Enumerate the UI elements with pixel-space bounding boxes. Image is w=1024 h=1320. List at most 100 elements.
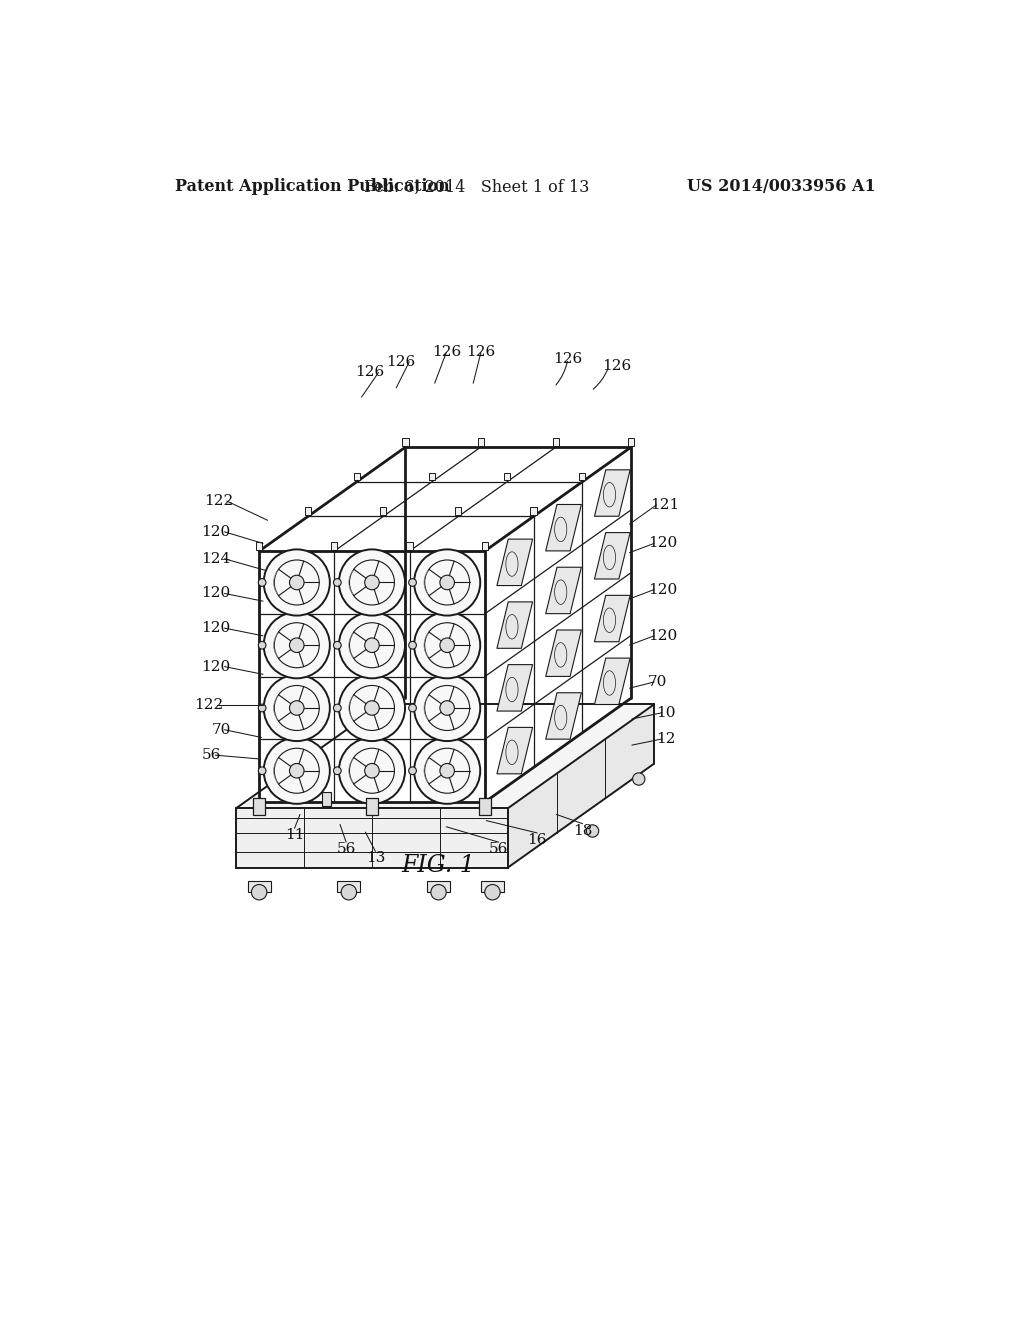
Circle shape — [263, 549, 330, 615]
Circle shape — [339, 675, 406, 741]
Text: Feb. 6, 2014   Sheet 1 of 13: Feb. 6, 2014 Sheet 1 of 13 — [365, 178, 590, 195]
Circle shape — [587, 825, 599, 837]
Circle shape — [258, 578, 266, 586]
Circle shape — [440, 576, 455, 590]
Circle shape — [258, 767, 266, 775]
Text: FIG. 1: FIG. 1 — [401, 854, 475, 876]
Text: 120: 120 — [202, 660, 230, 673]
Circle shape — [334, 578, 341, 586]
Bar — [305, 507, 311, 515]
Circle shape — [440, 638, 455, 652]
Circle shape — [290, 701, 304, 715]
Bar — [402, 438, 409, 446]
Text: 18: 18 — [572, 824, 592, 838]
Circle shape — [440, 701, 455, 715]
Text: 126: 126 — [466, 346, 496, 359]
Text: 11: 11 — [285, 829, 304, 842]
Bar — [353, 473, 359, 480]
Text: 56: 56 — [488, 842, 508, 857]
Text: 124: 124 — [202, 552, 230, 566]
Text: 16: 16 — [527, 833, 547, 847]
Bar — [628, 438, 634, 446]
Circle shape — [365, 638, 379, 652]
Bar — [248, 880, 270, 892]
Bar — [481, 880, 504, 892]
Circle shape — [440, 763, 455, 777]
Text: 12: 12 — [655, 733, 675, 746]
Text: 56: 56 — [202, 748, 221, 762]
Polygon shape — [595, 470, 630, 516]
Bar — [456, 507, 462, 515]
Circle shape — [339, 612, 406, 678]
Bar — [337, 880, 360, 892]
Polygon shape — [497, 602, 532, 648]
Polygon shape — [237, 808, 508, 867]
Circle shape — [365, 763, 379, 777]
Polygon shape — [497, 539, 532, 586]
Text: 126: 126 — [553, 351, 583, 366]
Circle shape — [409, 642, 417, 649]
Polygon shape — [546, 504, 582, 550]
Circle shape — [414, 612, 480, 678]
Circle shape — [263, 738, 330, 804]
Text: 70: 70 — [211, 723, 230, 737]
Circle shape — [365, 576, 379, 590]
Bar — [580, 473, 586, 480]
Polygon shape — [259, 552, 484, 803]
Bar — [504, 473, 510, 480]
Bar — [427, 880, 451, 892]
Circle shape — [365, 701, 379, 715]
Circle shape — [252, 884, 267, 900]
Circle shape — [414, 549, 480, 615]
Polygon shape — [484, 447, 631, 803]
Circle shape — [409, 704, 417, 711]
Text: 120: 120 — [648, 628, 677, 643]
Polygon shape — [546, 630, 582, 676]
Text: 13: 13 — [366, 851, 385, 866]
Text: 70: 70 — [648, 675, 668, 689]
Circle shape — [414, 738, 480, 804]
Circle shape — [431, 884, 446, 900]
Bar — [553, 438, 559, 446]
Circle shape — [339, 738, 406, 804]
Text: 120: 120 — [648, 536, 677, 550]
Text: 56: 56 — [337, 842, 356, 857]
Text: 120: 120 — [648, 582, 677, 597]
Bar — [332, 541, 338, 549]
Polygon shape — [595, 532, 630, 579]
Bar — [380, 507, 386, 515]
Polygon shape — [546, 693, 582, 739]
Bar — [322, 792, 331, 807]
Text: 126: 126 — [602, 359, 632, 374]
Text: 126: 126 — [432, 346, 461, 359]
Circle shape — [409, 767, 417, 775]
Circle shape — [409, 578, 417, 586]
Text: 120: 120 — [202, 525, 230, 539]
Text: US 2014/0033956 A1: US 2014/0033956 A1 — [687, 178, 876, 195]
Circle shape — [290, 638, 304, 652]
Circle shape — [414, 675, 480, 741]
Bar — [256, 543, 262, 549]
Polygon shape — [595, 659, 630, 705]
Text: 126: 126 — [386, 355, 416, 368]
Bar — [253, 799, 265, 816]
Circle shape — [290, 576, 304, 590]
Circle shape — [334, 704, 341, 711]
Polygon shape — [259, 447, 631, 552]
Polygon shape — [237, 705, 654, 808]
Text: 122: 122 — [194, 698, 223, 711]
Text: 121: 121 — [650, 498, 680, 512]
Text: 120: 120 — [202, 622, 230, 635]
Circle shape — [263, 675, 330, 741]
Bar — [481, 543, 487, 549]
Bar — [457, 776, 466, 791]
Circle shape — [263, 612, 330, 678]
Bar — [429, 473, 435, 480]
Circle shape — [633, 774, 645, 785]
Bar — [530, 507, 537, 515]
Circle shape — [290, 763, 304, 777]
Polygon shape — [497, 665, 532, 711]
Polygon shape — [546, 568, 582, 614]
Circle shape — [334, 767, 341, 775]
Polygon shape — [595, 595, 630, 642]
